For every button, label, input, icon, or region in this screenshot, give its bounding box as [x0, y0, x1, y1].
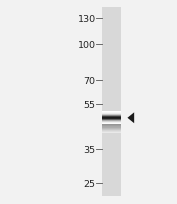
Text: 25: 25 — [84, 179, 96, 188]
Text: 35: 35 — [83, 145, 96, 154]
Bar — [102, 133, 121, 134]
Bar — [102, 117, 121, 118]
Bar — [102, 129, 121, 130]
Bar — [102, 124, 121, 125]
Bar — [102, 132, 121, 133]
Text: 55: 55 — [84, 100, 96, 109]
Bar — [102, 127, 121, 128]
Bar — [102, 131, 121, 132]
Bar — [102, 114, 121, 115]
Bar — [102, 125, 121, 126]
Bar — [102, 8, 121, 196]
Bar — [102, 116, 121, 117]
Bar — [102, 116, 121, 117]
Bar — [102, 121, 121, 122]
Bar — [102, 122, 121, 123]
Bar — [102, 128, 121, 129]
Bar — [102, 120, 121, 121]
Bar — [102, 130, 121, 131]
Bar — [102, 118, 121, 119]
Bar — [102, 126, 121, 127]
Bar — [102, 111, 121, 112]
Bar — [102, 112, 121, 113]
Bar — [102, 128, 121, 129]
Bar — [102, 124, 121, 125]
Bar — [102, 119, 121, 120]
Bar — [102, 113, 121, 114]
Text: 130: 130 — [78, 14, 96, 23]
Bar — [102, 124, 121, 125]
Bar — [102, 120, 121, 121]
Bar — [102, 119, 121, 120]
Bar — [102, 129, 121, 130]
Polygon shape — [127, 113, 134, 124]
Text: 100: 100 — [78, 41, 96, 50]
Bar — [102, 132, 121, 133]
Bar — [102, 126, 121, 127]
Bar — [102, 112, 121, 113]
Bar — [102, 127, 121, 128]
Bar — [102, 125, 121, 126]
Bar — [102, 115, 121, 116]
Text: 70: 70 — [84, 76, 96, 85]
Bar — [102, 123, 121, 124]
Bar — [102, 118, 121, 119]
